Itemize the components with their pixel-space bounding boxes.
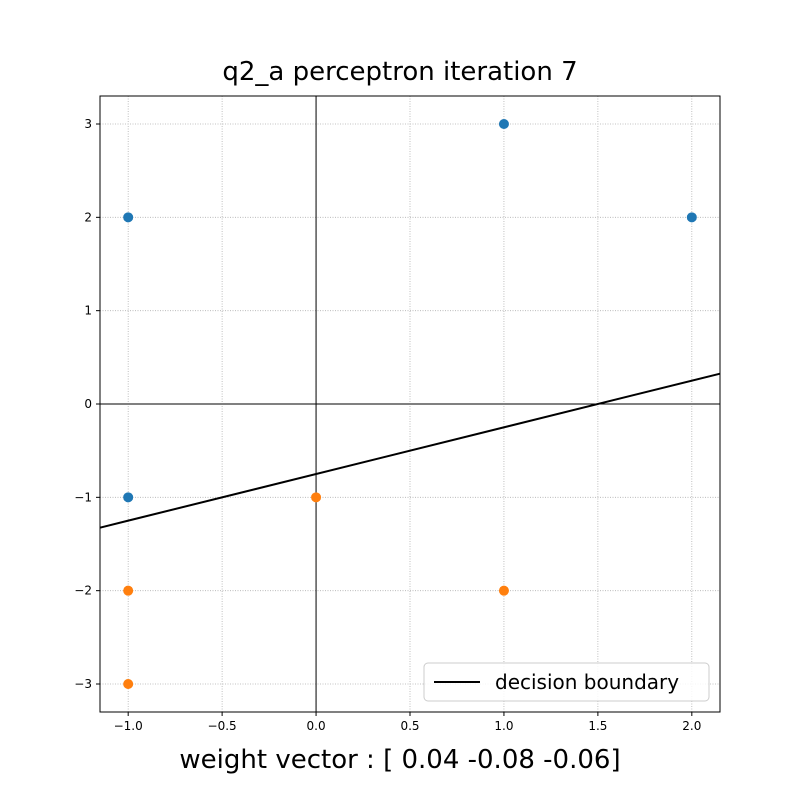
- data-point-blue: [498, 119, 509, 129]
- x-tick-label: 1.5: [588, 719, 607, 733]
- x-ticks: −1.0 −0.5 0.0 0.5 1.0 1.5 2.0: [114, 712, 701, 733]
- y-tick-label: −2: [74, 584, 92, 598]
- x-tick-label: 2.0: [682, 719, 701, 733]
- decision-boundary-layer: [99, 372, 721, 529]
- y-tick-label: 1: [84, 304, 92, 318]
- legend-label: decision boundary: [495, 670, 679, 694]
- x-tick-label: 0.0: [307, 719, 326, 733]
- legend-box: [423, 662, 710, 702]
- origin-axes: [100, 96, 720, 712]
- x-tick-label: −1.0: [114, 719, 143, 733]
- x-axis-label: weight vector : [ 0.04 -0.08 -0.06]: [179, 745, 620, 775]
- data-point-orange: [498, 585, 509, 596]
- y-tick-label: −3: [74, 677, 92, 691]
- x-tick-label: −0.5: [208, 719, 237, 733]
- x-tick-label: 1.0: [494, 719, 513, 733]
- y-tick-label: −1: [74, 490, 92, 504]
- data-point-blue: [123, 492, 134, 503]
- y-tick-label: 2: [84, 210, 92, 224]
- data-point-orange: [123, 585, 134, 596]
- data-point-blue: [123, 212, 134, 223]
- data-point-orange: [123, 679, 134, 689]
- legend: decision boundary: [423, 662, 710, 702]
- y-ticks: −3 −2 −1 0 1 2 3: [74, 117, 100, 691]
- points-layer: [123, 119, 697, 689]
- chart-title: q2_a perceptron iteration 7: [222, 57, 577, 87]
- data-point-orange: [311, 492, 322, 503]
- data-point-blue: [686, 212, 697, 223]
- x-tick-label: 0.5: [400, 719, 419, 733]
- y-tick-label: 0: [84, 397, 92, 411]
- decision-boundary-line: [99, 372, 721, 529]
- y-tick-label: 3: [84, 117, 92, 131]
